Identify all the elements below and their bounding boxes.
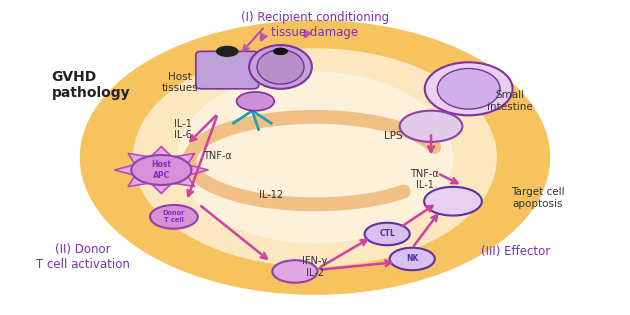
Circle shape — [365, 223, 410, 245]
Ellipse shape — [249, 45, 312, 89]
Text: IL-12: IL-12 — [259, 190, 283, 200]
Text: Target cell
apoptosis: Target cell apoptosis — [511, 187, 564, 209]
Circle shape — [150, 205, 198, 229]
Circle shape — [131, 155, 192, 185]
Text: Donor
T cell: Donor T cell — [163, 210, 185, 223]
Text: Small
intestine: Small intestine — [486, 90, 532, 112]
Text: LPS: LPS — [384, 131, 403, 140]
Ellipse shape — [133, 48, 497, 267]
Ellipse shape — [177, 72, 453, 243]
Circle shape — [273, 48, 288, 55]
Text: IFN-γ
IL-2: IFN-γ IL-2 — [302, 256, 328, 278]
Circle shape — [399, 111, 462, 142]
Text: Host
APC: Host APC — [151, 160, 171, 180]
Polygon shape — [114, 146, 209, 193]
Text: TNF-α: TNF-α — [203, 151, 232, 161]
FancyBboxPatch shape — [196, 51, 258, 89]
Circle shape — [216, 46, 239, 57]
Ellipse shape — [257, 50, 304, 84]
Text: NK: NK — [406, 255, 418, 263]
Ellipse shape — [425, 62, 513, 115]
Text: (III) Effector: (III) Effector — [481, 245, 551, 258]
Text: CTL: CTL — [379, 230, 395, 238]
Ellipse shape — [437, 69, 500, 109]
Circle shape — [237, 92, 274, 111]
Text: Host
tissues: Host tissues — [162, 72, 198, 93]
Text: GVHD
pathology: GVHD pathology — [52, 70, 130, 100]
Circle shape — [272, 260, 318, 283]
Text: TNF-α
IL-1: TNF-α IL-1 — [410, 169, 439, 190]
Text: IL-1
IL-6: IL-1 IL-6 — [175, 119, 192, 140]
Circle shape — [389, 248, 435, 270]
Text: (II) Donor
T cell activation: (II) Donor T cell activation — [36, 243, 130, 272]
Ellipse shape — [80, 20, 550, 295]
Text: (I) Recipient conditioning
tissue damage: (I) Recipient conditioning tissue damage — [241, 11, 389, 39]
Circle shape — [424, 187, 482, 215]
